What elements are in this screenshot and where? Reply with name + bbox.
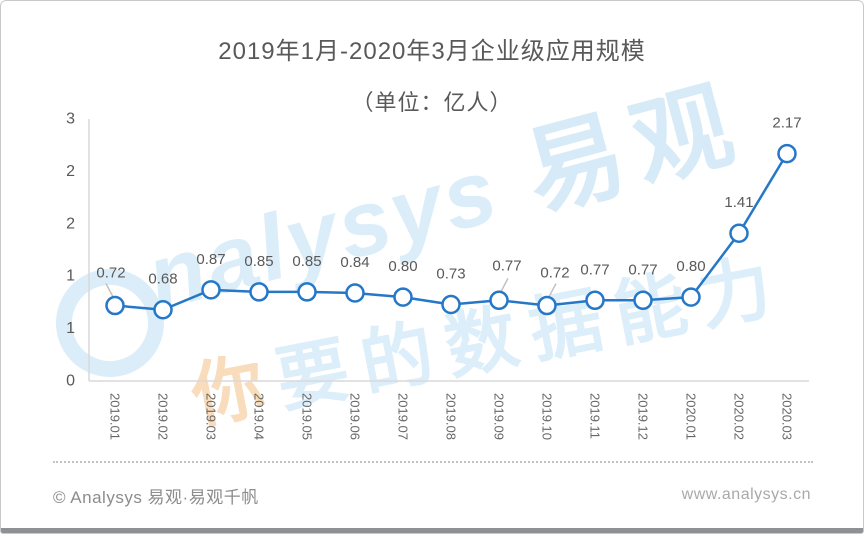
data-point-marker: [681, 287, 701, 307]
x-category-label: 2019.06: [348, 393, 363, 440]
copyright-text: © Analysys 易观·易观千帆: [53, 487, 259, 507]
data-point-label: 0.80: [388, 258, 417, 275]
data-point-label: 0.87: [196, 251, 225, 268]
data-point-marker: [153, 299, 173, 320]
y-tick-label: 0: [66, 373, 75, 390]
data-point-label: 2.17: [772, 115, 801, 132]
data-point-label: 0.77: [628, 261, 657, 278]
chart-unit-subtitle: （单位：亿人）: [351, 90, 513, 115]
data-point-marker: [585, 290, 605, 311]
footer: © Analysys 易观·易观千帆 www.analysys.cn: [53, 484, 811, 507]
data-point-label: 0.85: [244, 253, 273, 270]
data-point-label: 0.73: [436, 265, 465, 282]
x-category-label: 2019.07: [396, 393, 411, 440]
bottom-edge-bar: [1, 528, 863, 533]
data-point-marker: [393, 287, 413, 307]
page-title: 2019年1月-2020年3月企业级应用规模: [218, 38, 646, 65]
y-tick-label: 2: [66, 215, 75, 232]
x-category-label: 2019.03: [204, 393, 219, 440]
x-category-label: 2019.08: [444, 393, 459, 440]
x-category-label: 2019.01: [108, 393, 123, 440]
x-category-label: 2019.02: [156, 393, 171, 440]
data-point-marker: [777, 143, 797, 164]
data-point-marker: [345, 283, 365, 303]
y-tick-label: 2: [66, 163, 75, 180]
x-category-label: 2019.09: [492, 393, 507, 440]
x-category-label: 2019.12: [636, 393, 651, 440]
x-category-label: 2020.03: [780, 393, 795, 440]
data-point-marker: [297, 282, 317, 302]
x-category-label: 2020.02: [732, 393, 747, 440]
data-point-marker: [729, 223, 749, 243]
data-point-marker: [201, 280, 221, 300]
y-tick-label: 1: [66, 268, 75, 285]
data-point-label: 0.72: [540, 265, 569, 282]
data-point-marker: [441, 294, 461, 315]
footer-divider: [53, 461, 813, 463]
x-category-label: 2019.10: [540, 393, 555, 440]
data-point-label: 0.68: [148, 271, 177, 288]
data-point-marker: [537, 295, 557, 316]
y-tick-label: 1: [66, 320, 75, 337]
data-point-label: 0.85: [292, 253, 321, 270]
data-point-marker: [249, 282, 269, 302]
data-point-label: 0.72: [96, 265, 125, 282]
data-point-label: 0.77: [580, 261, 609, 278]
x-category-label: 2019.04: [252, 393, 267, 440]
x-category-label: 2020.01: [684, 393, 699, 440]
data-point-label: 0.77: [492, 257, 521, 274]
y-tick-label: 3: [66, 111, 75, 128]
data-point-label: 0.80: [676, 258, 705, 275]
data-point-marker: [633, 290, 653, 311]
data-point-marker: [489, 290, 509, 311]
data-point-label: 1.41: [724, 194, 753, 211]
data-point-label: 0.84: [340, 254, 369, 271]
line-chart: 0 1 1 2 2 3 2019.01 2019.02 2019.03 2019.04 2019.0…: [66, 111, 809, 440]
website-url: www.analysys.cn: [681, 486, 811, 503]
x-category-label: 2019.05: [300, 393, 315, 440]
x-category-label: 2019.11: [588, 393, 603, 439]
data-point-marker: [105, 295, 125, 316]
